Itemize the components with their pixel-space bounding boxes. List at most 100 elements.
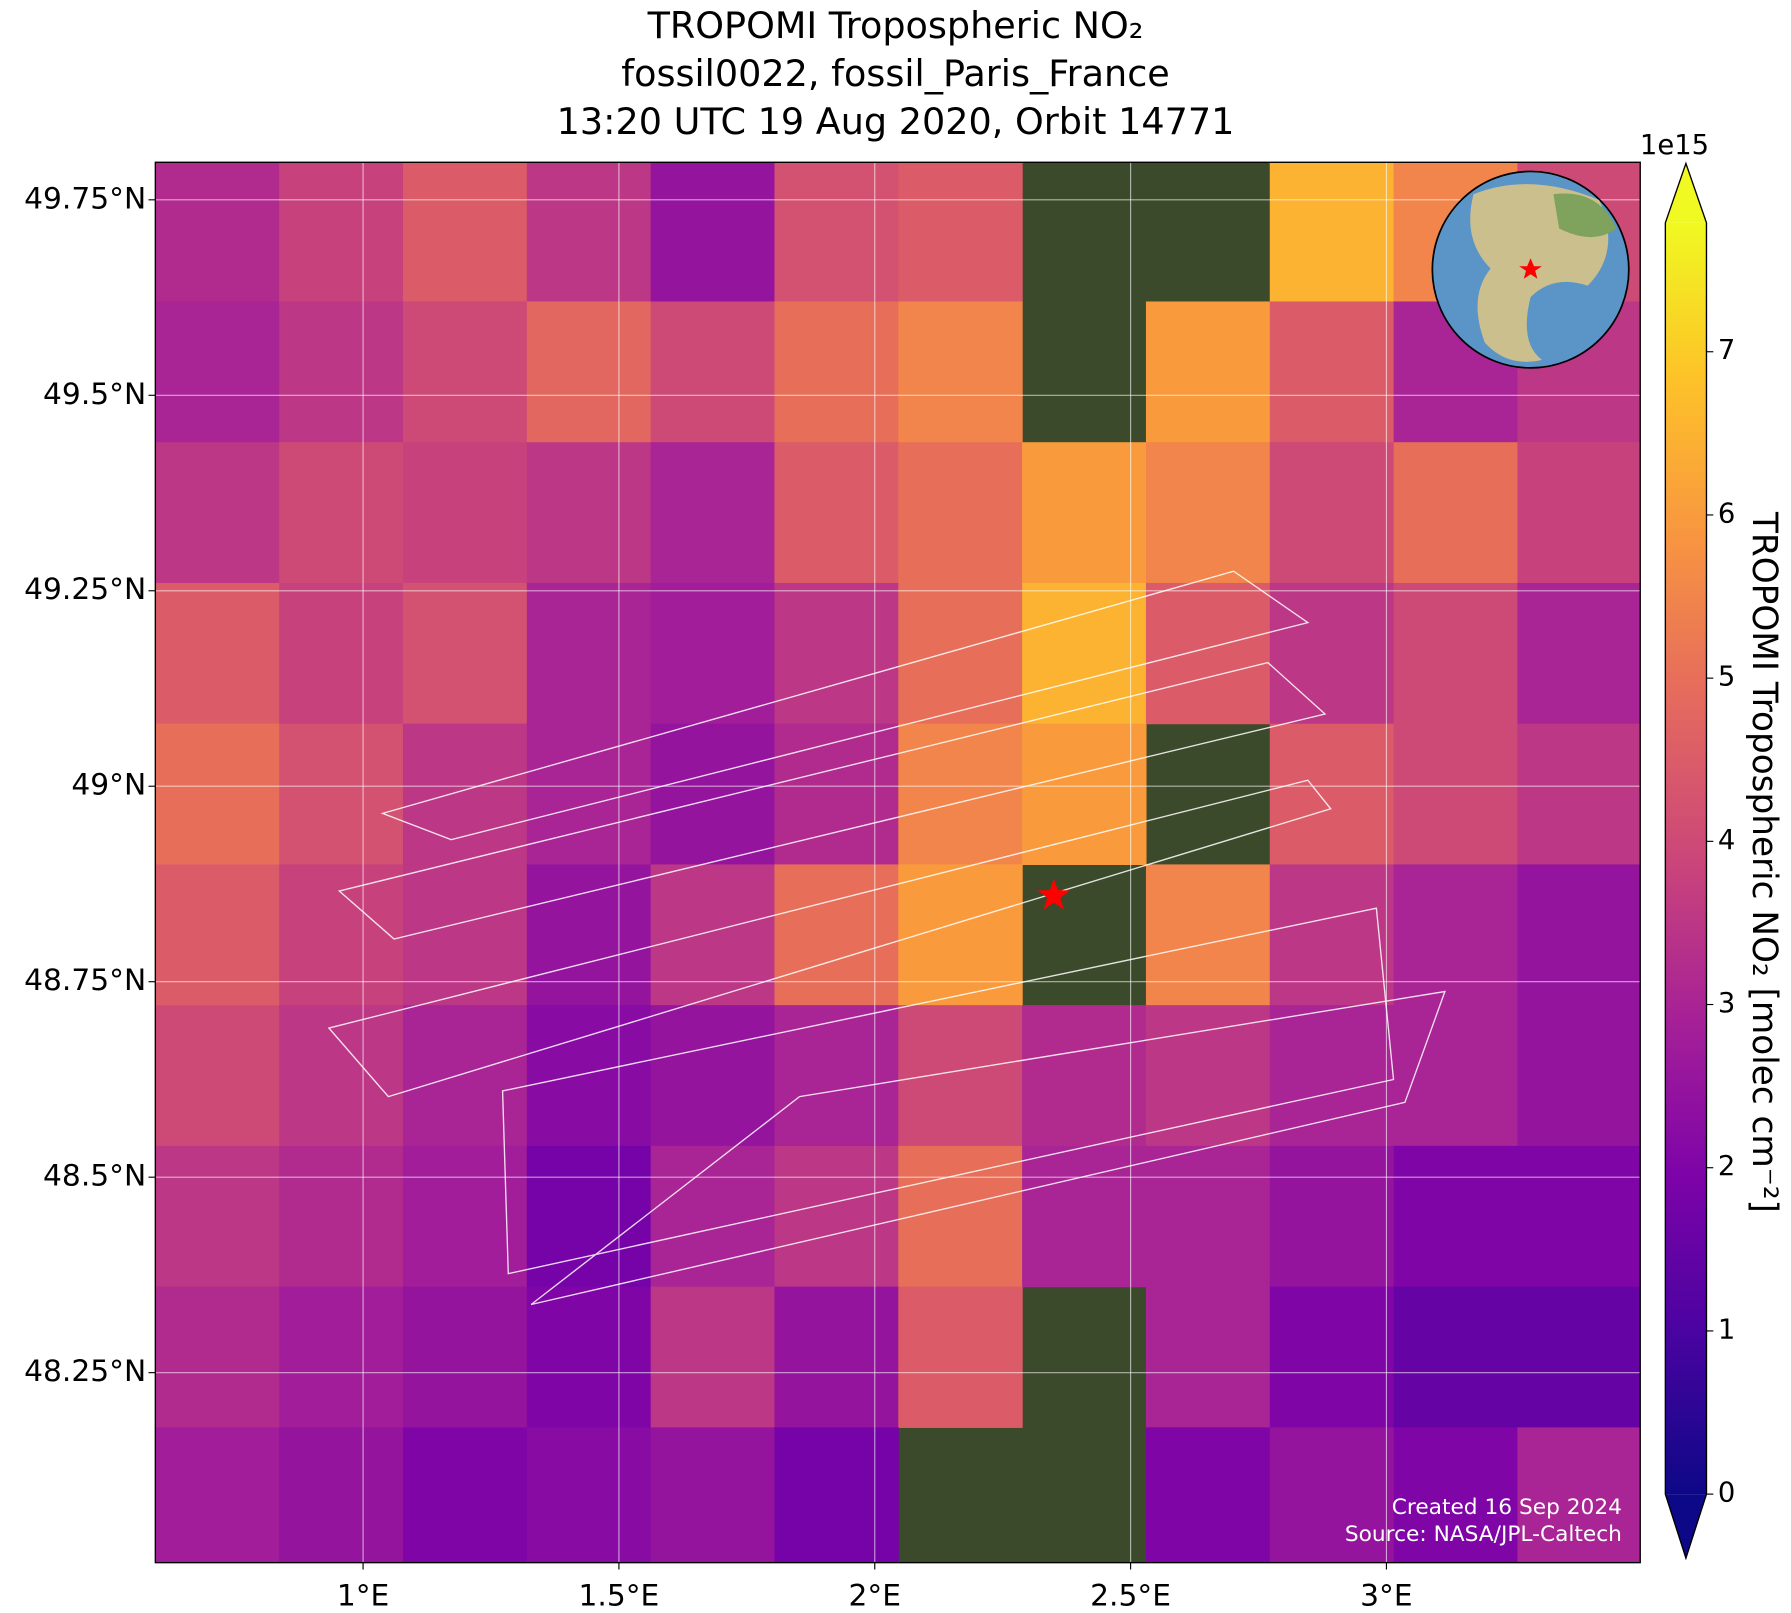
no2-cell <box>1393 864 1518 1006</box>
site-marker-inset <box>1519 258 1542 279</box>
title-line: 13:20 UTC 19 Aug 2020, Orbit 14771 <box>557 100 1235 143</box>
colorbar-tick-label: 3 <box>1718 988 1735 1019</box>
y-tick-label: 48.75°N <box>24 963 146 998</box>
no2-cell <box>155 582 280 725</box>
x-tick-label: 1°E <box>337 1578 389 1613</box>
no2-cell <box>402 162 528 303</box>
no2-cell <box>526 1005 652 1147</box>
no2-cell <box>155 1427 280 1563</box>
no2-cell <box>155 723 280 865</box>
y-tick-label: 49.25°N <box>24 572 146 607</box>
no2-cell <box>279 1005 404 1147</box>
no2-cell <box>526 301 652 443</box>
annotation: Source: NASA/JPL-Caltech <box>1345 1522 1622 1547</box>
no2-cell <box>155 162 280 303</box>
no2-cell <box>1517 1286 1641 1428</box>
x-tick-label: 2°E <box>849 1578 901 1613</box>
colorbar-tick-label: 1 <box>1718 1314 1735 1345</box>
colorbar-extend <box>1665 1494 1707 1559</box>
no2-cell <box>279 582 404 725</box>
no2-cell <box>774 864 899 1006</box>
no2-cell <box>279 442 404 584</box>
globe-inset <box>1431 170 1630 369</box>
y-tick-label: 48.25°N <box>24 1354 146 1389</box>
no2-cell <box>774 162 899 303</box>
no2-cell <box>1145 1286 1271 1428</box>
map-frame <box>154 161 1641 1564</box>
no2-cell <box>1269 162 1395 303</box>
footprints <box>327 570 1446 1306</box>
no2-cell <box>650 1145 776 1288</box>
footprint-swath <box>380 570 1310 841</box>
no2-cell <box>774 1005 899 1147</box>
no2-cell <box>898 582 1023 725</box>
no2-cell <box>898 1145 1023 1288</box>
no2-cell <box>650 442 776 584</box>
no2-cell <box>155 442 280 584</box>
no2-cell <box>774 582 899 725</box>
footprint-swath <box>327 779 1332 1098</box>
no2-cell <box>279 1145 404 1288</box>
annotation: Created 16 Sep 2024 <box>1392 1495 1622 1520</box>
colorbar-offset: 1e15 <box>1640 130 1709 161</box>
no2-cell <box>1022 723 1147 865</box>
colorbar-tick-label: 5 <box>1718 662 1735 693</box>
no2-cell <box>1393 1427 1518 1563</box>
no2-cell <box>1269 582 1395 725</box>
no2-cell <box>526 582 652 725</box>
colorbar-outline <box>1664 161 1708 1561</box>
no2-cell <box>1517 864 1641 1006</box>
no2-cell <box>1145 1145 1271 1288</box>
no2-cell <box>1269 1286 1395 1428</box>
no2-cell <box>1022 1145 1147 1288</box>
no2-cell <box>650 723 776 865</box>
no2-cell <box>1269 1427 1395 1563</box>
colorbar: 0 1 2 3 4 5 6 7 <box>1664 161 1735 1561</box>
no2-cell <box>774 723 899 865</box>
no2-cell <box>1393 582 1518 725</box>
no2-cell <box>1517 582 1641 725</box>
y-tick-label: 48.5°N <box>43 1159 146 1194</box>
y-tick-label: 49.75°N <box>24 181 146 216</box>
colorbar-label: TROPOMI Tropospheric NO₂ [molec cm⁻²] <box>1744 511 1784 1213</box>
no2-cell <box>898 442 1023 584</box>
title-line: TROPOMI Tropospheric NO₂ <box>647 4 1144 47</box>
no2-cell <box>1517 1427 1641 1563</box>
no2-cell <box>650 301 776 443</box>
no2-cell <box>155 301 280 443</box>
no2-cell <box>650 582 776 725</box>
no2-cell <box>774 442 899 584</box>
graticule <box>155 162 1641 1563</box>
no2-cell <box>1517 442 1641 584</box>
no2-cell <box>1145 864 1271 1006</box>
no2-cell <box>1269 442 1395 584</box>
no2-cell <box>774 1286 899 1428</box>
no2-cell <box>1269 864 1395 1006</box>
no2-cell <box>155 1286 280 1428</box>
colorbar-body <box>1665 222 1707 1495</box>
no2-cell <box>1393 1286 1518 1428</box>
no2-cell <box>1145 442 1271 584</box>
no2-cell <box>650 1427 776 1563</box>
no2-cell <box>898 1005 1023 1147</box>
no2-cell <box>155 864 280 1006</box>
no2-cell <box>526 1286 652 1428</box>
no2-cell <box>1145 582 1271 725</box>
colorbar-tick-label: 2 <box>1718 1151 1735 1182</box>
no2-cell <box>279 162 404 303</box>
no2-cell <box>402 301 528 443</box>
no2-cell <box>1393 1145 1518 1288</box>
no2-cell <box>526 864 652 1006</box>
no2-cell <box>650 1286 776 1428</box>
no2-cell <box>402 1427 528 1563</box>
y-tick-label: 49°N <box>71 768 146 803</box>
site-marker <box>1037 878 1071 910</box>
no2-cell <box>1393 723 1518 865</box>
colorbar-tick-label: 4 <box>1718 825 1735 856</box>
no2-cell <box>279 864 404 1006</box>
footprint-swath <box>337 661 1327 940</box>
no2-cell <box>526 442 652 584</box>
title-line: fossil0022, fossil_Paris_France <box>621 52 1170 95</box>
no2-cell <box>650 162 776 303</box>
